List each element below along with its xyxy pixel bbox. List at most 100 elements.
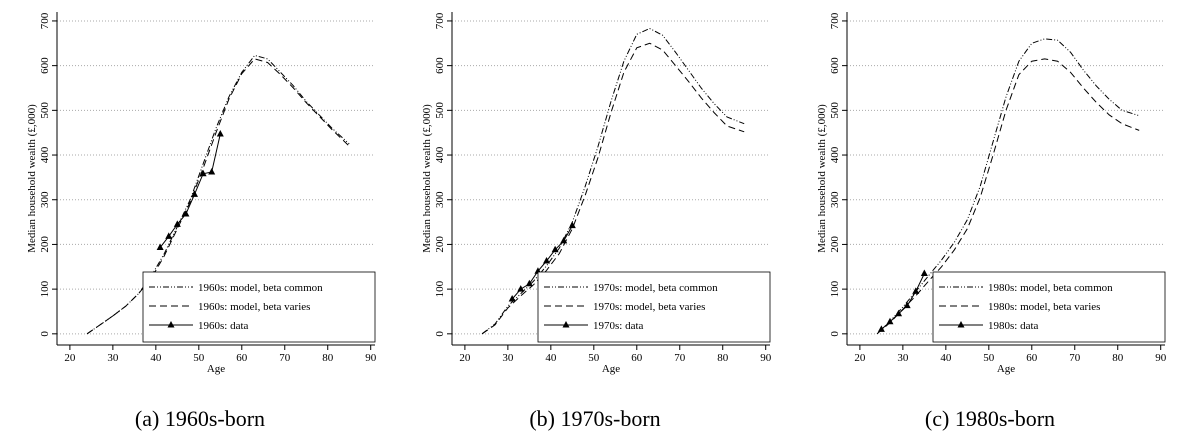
y-tick-label: 400	[39, 146, 51, 163]
y-tick-label: 300	[39, 191, 51, 208]
x-tick-label: 90	[1155, 352, 1167, 364]
y-axis-label: Median household wealth (£,000)	[26, 104, 38, 253]
x-tick-label: 80	[717, 352, 729, 364]
caption: (c) 1980s-born	[925, 406, 1055, 431]
panel: 0 100 200 300 400 500 600 700 20 30 40 50 60 70 80 90 Ag…	[421, 12, 772, 431]
legend-marker	[957, 321, 965, 328]
y-tick-label: 200	[434, 236, 446, 253]
data-marker	[543, 256, 551, 264]
legend-label: 1970s: data	[593, 320, 644, 332]
data-marker	[208, 168, 216, 175]
caption: (a) 1960s-born	[135, 406, 265, 431]
series-line	[876, 38, 1140, 335]
x-tick-label: 50	[588, 352, 600, 364]
x-tick-label: 40	[940, 352, 952, 364]
y-tick-label: 700	[434, 12, 446, 29]
legend-label: 1970s: model, beta varies	[593, 301, 705, 313]
series-line	[881, 273, 925, 330]
y-tick-label: 100	[39, 280, 51, 297]
y-tick-label: 200	[829, 236, 841, 253]
data-marker	[216, 130, 224, 137]
y-tick-label: 0	[39, 331, 51, 337]
legend-label: 1960s: model, beta varies	[198, 301, 310, 313]
y-tick-label: 700	[39, 12, 51, 29]
data-marker	[886, 317, 894, 325]
x-tick-label: 80	[322, 352, 334, 364]
y-tick-label: 600	[39, 57, 51, 74]
data-marker	[182, 210, 190, 217]
legend-label: 1970s: model, beta common	[593, 282, 718, 294]
x-tick-label: 80	[1112, 352, 1124, 364]
x-tick-label: 50	[983, 352, 995, 364]
x-tick-label: 40	[150, 352, 162, 364]
legend-box	[932, 271, 1166, 343]
data-marker	[568, 221, 576, 229]
legend-box	[142, 271, 376, 343]
x-tick-label: 30	[897, 352, 909, 364]
legend-marker	[167, 321, 175, 328]
y-axis-label: Median household wealth (£,000)	[421, 104, 433, 253]
legend-label: 1960s: model, beta common	[198, 282, 323, 294]
legend-marker	[562, 321, 570, 328]
x-axis-label: Age	[997, 363, 1015, 375]
y-tick-label: 600	[434, 57, 446, 74]
data-marker	[895, 309, 903, 317]
y-tick-label: 300	[434, 191, 446, 208]
x-tick-label: 60	[631, 352, 643, 364]
y-tick-label: 0	[434, 331, 446, 337]
caption: (b) 1970s-born	[529, 406, 660, 431]
legend-label: 1980s: model, beta varies	[988, 301, 1100, 313]
y-tick-label: 500	[434, 102, 446, 119]
x-tick-label: 60	[1026, 352, 1038, 364]
data-marker	[877, 325, 885, 332]
y-tick-label: 600	[829, 57, 841, 74]
data-marker	[551, 245, 559, 253]
x-tick-label: 50	[193, 352, 205, 364]
data-marker	[903, 301, 911, 309]
y-tick-label: 100	[434, 280, 446, 297]
x-tick-label: 20	[64, 352, 76, 364]
panel: 0 100 200 300 400 500 600 700 20 30 40 50 60 70 80 90 Ag…	[816, 12, 1167, 431]
y-tick-label: 500	[829, 102, 841, 119]
y-tick-label: 0	[829, 331, 841, 337]
legend-box	[537, 271, 771, 343]
x-tick-label: 90	[365, 352, 377, 364]
x-tick-label: 60	[236, 352, 248, 364]
data-marker	[912, 287, 920, 294]
x-tick-label: 20	[459, 352, 471, 364]
legend-label: 1980s: data	[988, 320, 1039, 332]
legend-label: 1980s: model, beta common	[988, 282, 1113, 294]
x-tick-label: 70	[1069, 352, 1081, 364]
y-tick-label: 500	[39, 102, 51, 119]
data-marker	[191, 190, 199, 197]
x-axis-label: Age	[602, 363, 620, 375]
x-tick-label: 70	[674, 352, 686, 364]
data-marker	[560, 236, 568, 244]
series-line	[481, 42, 745, 335]
x-tick-label: 20	[854, 352, 866, 364]
data-marker	[920, 269, 928, 276]
series-line	[86, 54, 350, 335]
data-marker	[165, 232, 173, 239]
data-marker	[173, 220, 181, 227]
x-tick-label: 40	[545, 352, 557, 364]
x-tick-label: 30	[107, 352, 119, 364]
y-axis-label: Median household wealth (£,000)	[816, 104, 828, 253]
y-tick-label: 100	[829, 280, 841, 297]
data-marker	[517, 285, 525, 292]
series-line	[159, 133, 221, 248]
panel: 0 100 200 300 400 500 600 700 20 30 40 50 60 70 80 90 Ag…	[26, 12, 377, 431]
data-marker	[156, 243, 164, 251]
y-tick-label: 300	[829, 191, 841, 208]
y-tick-label: 700	[829, 12, 841, 29]
x-tick-label: 90	[760, 352, 772, 364]
y-tick-label: 400	[434, 146, 446, 163]
x-tick-label: 30	[502, 352, 514, 364]
y-tick-label: 200	[39, 236, 51, 253]
x-axis-label: Age	[207, 363, 225, 375]
x-tick-label: 70	[279, 352, 291, 364]
series-line	[876, 58, 1140, 335]
series-line	[86, 58, 350, 335]
data-marker	[199, 169, 207, 177]
